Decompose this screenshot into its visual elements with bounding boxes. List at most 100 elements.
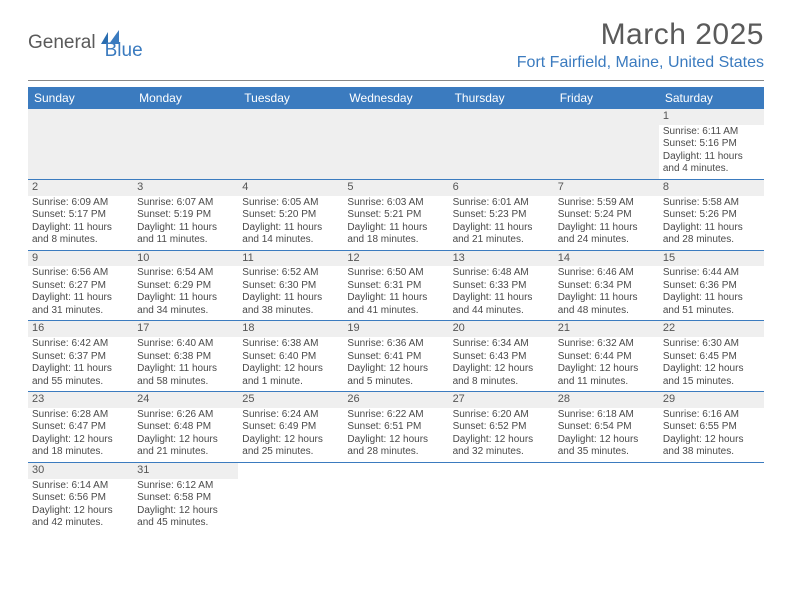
- day-header: Tuesday: [238, 87, 343, 109]
- day-details: Sunrise: 6:52 AMSunset: 6:30 PMDaylight:…: [238, 266, 343, 320]
- sunset-line: Sunset: 5:16 PM: [663, 138, 760, 151]
- sunrise-line: Sunrise: 6:32 AM: [558, 338, 655, 351]
- daylight-line: Daylight: 11 hours and 44 minutes.: [453, 292, 550, 317]
- sunset-line: Sunset: 6:44 PM: [558, 351, 655, 364]
- day-details: Sunrise: 6:20 AMSunset: 6:52 PMDaylight:…: [449, 408, 554, 462]
- sunrise-line: Sunrise: 6:03 AM: [347, 197, 444, 210]
- daylight-line: Daylight: 11 hours and 18 minutes.: [347, 222, 444, 247]
- day-cell: 11Sunrise: 6:52 AMSunset: 6:30 PMDayligh…: [238, 251, 343, 321]
- day-cell: [554, 109, 659, 179]
- day-details: Sunrise: 6:09 AMSunset: 5:17 PMDaylight:…: [28, 196, 133, 250]
- sunrise-line: Sunrise: 5:59 AM: [558, 197, 655, 210]
- day-details: Sunrise: 6:24 AMSunset: 6:49 PMDaylight:…: [238, 408, 343, 462]
- daylight-line: Daylight: 12 hours and 11 minutes.: [558, 363, 655, 388]
- day-cell: 23Sunrise: 6:28 AMSunset: 6:47 PMDayligh…: [28, 392, 133, 462]
- day-cell: 19Sunrise: 6:36 AMSunset: 6:41 PMDayligh…: [343, 321, 448, 391]
- day-number: 14: [554, 251, 659, 267]
- sunset-line: Sunset: 6:38 PM: [137, 351, 234, 364]
- sunset-line: Sunset: 6:56 PM: [32, 492, 129, 505]
- daylight-line: Daylight: 12 hours and 42 minutes.: [32, 505, 129, 530]
- sunset-line: Sunset: 6:37 PM: [32, 351, 129, 364]
- month-title: March 2025: [517, 18, 764, 52]
- day-cell: 21Sunrise: 6:32 AMSunset: 6:44 PMDayligh…: [554, 321, 659, 391]
- day-cell: [343, 463, 448, 533]
- sunrise-line: Sunrise: 6:22 AM: [347, 409, 444, 422]
- daylight-line: Daylight: 11 hours and 21 minutes.: [453, 222, 550, 247]
- day-number: 20: [449, 321, 554, 337]
- daylight-line: Daylight: 12 hours and 18 minutes.: [32, 434, 129, 459]
- day-number: 9: [28, 251, 133, 267]
- day-details: Sunrise: 6:36 AMSunset: 6:41 PMDaylight:…: [343, 337, 448, 391]
- logo: General Blue: [28, 18, 143, 62]
- sunrise-line: Sunrise: 5:58 AM: [663, 197, 760, 210]
- day-cell: 15Sunrise: 6:44 AMSunset: 6:36 PMDayligh…: [659, 251, 764, 321]
- daylight-line: Daylight: 12 hours and 38 minutes.: [663, 434, 760, 459]
- day-number: 4: [238, 180, 343, 196]
- day-number: 13: [449, 251, 554, 267]
- day-details: Sunrise: 6:56 AMSunset: 6:27 PMDaylight:…: [28, 266, 133, 320]
- sunset-line: Sunset: 5:21 PM: [347, 209, 444, 222]
- day-number: 18: [238, 321, 343, 337]
- week-row: 23Sunrise: 6:28 AMSunset: 6:47 PMDayligh…: [28, 392, 764, 463]
- day-number: 27: [449, 392, 554, 408]
- day-header: Wednesday: [343, 87, 448, 109]
- day-number: 19: [343, 321, 448, 337]
- day-cell: [449, 109, 554, 179]
- day-cell: 3Sunrise: 6:07 AMSunset: 5:19 PMDaylight…: [133, 180, 238, 250]
- sunset-line: Sunset: 6:47 PM: [32, 421, 129, 434]
- day-number: 5: [343, 180, 448, 196]
- day-details: Sunrise: 6:18 AMSunset: 6:54 PMDaylight:…: [554, 408, 659, 462]
- sunset-line: Sunset: 6:48 PM: [137, 421, 234, 434]
- sunset-line: Sunset: 5:26 PM: [663, 209, 760, 222]
- day-number: 15: [659, 251, 764, 267]
- day-details: Sunrise: 5:58 AMSunset: 5:26 PMDaylight:…: [659, 196, 764, 250]
- sunrise-line: Sunrise: 6:01 AM: [453, 197, 550, 210]
- day-details: Sunrise: 6:14 AMSunset: 6:56 PMDaylight:…: [28, 479, 133, 533]
- day-cell: [238, 109, 343, 179]
- sunrise-line: Sunrise: 6:07 AM: [137, 197, 234, 210]
- day-cell: 8Sunrise: 5:58 AMSunset: 5:26 PMDaylight…: [659, 180, 764, 250]
- day-details: Sunrise: 6:42 AMSunset: 6:37 PMDaylight:…: [28, 337, 133, 391]
- sunrise-line: Sunrise: 6:46 AM: [558, 267, 655, 280]
- sunset-line: Sunset: 5:19 PM: [137, 209, 234, 222]
- day-number: 23: [28, 392, 133, 408]
- sunrise-line: Sunrise: 6:18 AM: [558, 409, 655, 422]
- day-number: 24: [133, 392, 238, 408]
- day-details: Sunrise: 5:59 AMSunset: 5:24 PMDaylight:…: [554, 196, 659, 250]
- day-cell: 25Sunrise: 6:24 AMSunset: 6:49 PMDayligh…: [238, 392, 343, 462]
- sunrise-line: Sunrise: 6:48 AM: [453, 267, 550, 280]
- day-cell: 2Sunrise: 6:09 AMSunset: 5:17 PMDaylight…: [28, 180, 133, 250]
- daylight-line: Daylight: 11 hours and 58 minutes.: [137, 363, 234, 388]
- day-header: Saturday: [659, 87, 764, 109]
- daylight-line: Daylight: 12 hours and 8 minutes.: [453, 363, 550, 388]
- day-number: 22: [659, 321, 764, 337]
- day-details: Sunrise: 6:32 AMSunset: 6:44 PMDaylight:…: [554, 337, 659, 391]
- divider: [28, 80, 764, 81]
- daylight-line: Daylight: 11 hours and 14 minutes.: [242, 222, 339, 247]
- day-header: Sunday: [28, 87, 133, 109]
- day-details: Sunrise: 6:40 AMSunset: 6:38 PMDaylight:…: [133, 337, 238, 391]
- daylight-line: Daylight: 11 hours and 31 minutes.: [32, 292, 129, 317]
- daylight-line: Daylight: 11 hours and 48 minutes.: [558, 292, 655, 317]
- sunset-line: Sunset: 6:27 PM: [32, 280, 129, 293]
- weeks-container: 1Sunrise: 6:11 AMSunset: 5:16 PM Daylight…: [28, 109, 764, 533]
- day-headers-row: SundayMondayTuesdayWednesdayThursdayFrid…: [28, 87, 764, 109]
- sunrise-line: Sunrise: 6:42 AM: [32, 338, 129, 351]
- day-details: Sunrise: 6:38 AMSunset: 6:40 PMDaylight:…: [238, 337, 343, 391]
- day-details: Sunrise: 6:26 AMSunset: 6:48 PMDaylight:…: [133, 408, 238, 462]
- day-cell: 18Sunrise: 6:38 AMSunset: 6:40 PMDayligh…: [238, 321, 343, 391]
- day-cell: 4Sunrise: 6:05 AMSunset: 5:20 PMDaylight…: [238, 180, 343, 250]
- daylight-line: Daylight: 11 hours and 38 minutes.: [242, 292, 339, 317]
- day-number: 28: [554, 392, 659, 408]
- day-number: 3: [133, 180, 238, 196]
- daylight-line: Daylight: 12 hours and 32 minutes.: [453, 434, 550, 459]
- daylight-line: Daylight: 12 hours and 35 minutes.: [558, 434, 655, 459]
- day-cell: 30Sunrise: 6:14 AMSunset: 6:56 PMDayligh…: [28, 463, 133, 533]
- day-details: Sunrise: 6:34 AMSunset: 6:43 PMDaylight:…: [449, 337, 554, 391]
- day-number: 1: [659, 109, 764, 125]
- sunset-line: Sunset: 5:24 PM: [558, 209, 655, 222]
- daylight-line: Daylight: 11 hours and 8 minutes.: [32, 222, 129, 247]
- day-details: Sunrise: 6:46 AMSunset: 6:34 PMDaylight:…: [554, 266, 659, 320]
- sunset-line: Sunset: 6:52 PM: [453, 421, 550, 434]
- sunrise-line: Sunrise: 6:11 AM: [663, 126, 760, 139]
